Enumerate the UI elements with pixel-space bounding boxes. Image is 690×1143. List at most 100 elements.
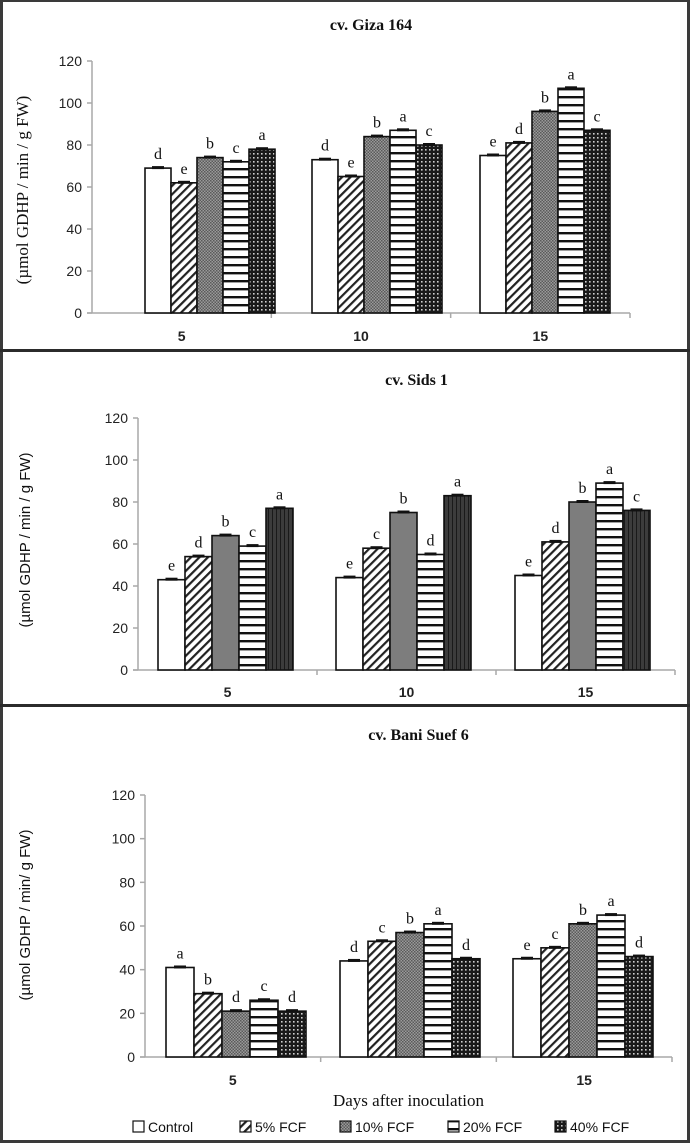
significance-letter: c bbox=[425, 123, 432, 140]
significance-letter: a bbox=[567, 66, 574, 83]
bar bbox=[265, 507, 294, 671]
bar bbox=[395, 931, 425, 1058]
bar bbox=[249, 999, 279, 1058]
significance-letter: b bbox=[400, 491, 408, 508]
error-bar bbox=[397, 510, 410, 514]
legend-label: 10% FCF bbox=[355, 1119, 414, 1135]
significance-letter: e bbox=[525, 554, 532, 571]
panel-separator bbox=[0, 704, 690, 707]
error-bar bbox=[370, 546, 383, 550]
bar bbox=[596, 914, 626, 1058]
bar bbox=[451, 957, 481, 1058]
bar bbox=[416, 553, 445, 671]
legend: Control 5% FCF 10% FCF 20% FCF 40% FCF bbox=[132, 1119, 629, 1135]
bar bbox=[222, 161, 250, 314]
error-bar bbox=[174, 965, 186, 969]
chart-title: cv. Giza 164 bbox=[330, 17, 412, 34]
error-bar bbox=[633, 954, 645, 958]
y-axis-label: (µmol GDHP / min / g FW) bbox=[17, 452, 34, 627]
error-bar bbox=[451, 493, 464, 497]
chart-panel: cv. Bani Suef 6 (µmol GDHP / min/ g FW) 0 2… bbox=[17, 727, 673, 1110]
bar bbox=[389, 511, 418, 671]
bar bbox=[595, 482, 624, 671]
significance-letter: a bbox=[399, 108, 406, 125]
significance-letter: a bbox=[454, 474, 461, 491]
bar bbox=[505, 142, 533, 314]
error-bar bbox=[219, 533, 232, 537]
significance-letter: a bbox=[258, 127, 265, 144]
significance-letter: d bbox=[321, 138, 329, 155]
error-bar bbox=[371, 134, 383, 138]
significance-letter: b bbox=[373, 115, 381, 132]
x-tick-label: 5 bbox=[224, 684, 232, 700]
legend-item: 40% FCF bbox=[554, 1119, 629, 1135]
y-tick-label: 100 bbox=[112, 831, 136, 847]
y-tick-label: 60 bbox=[66, 179, 82, 195]
bar bbox=[389, 129, 417, 314]
error-bar bbox=[424, 552, 437, 556]
significance-letter: c bbox=[551, 926, 558, 943]
y-tick-label: 40 bbox=[66, 221, 82, 237]
y-axis-label: (µmol GDHP / min / g FW) bbox=[13, 96, 32, 285]
error-bar bbox=[605, 913, 617, 917]
significance-letter: d bbox=[635, 935, 643, 952]
bar bbox=[144, 167, 172, 314]
legend-swatch bbox=[132, 1120, 145, 1133]
error-bar bbox=[286, 1009, 298, 1013]
error-bar bbox=[576, 500, 589, 503]
significance-letter: c bbox=[593, 108, 600, 125]
bar bbox=[540, 947, 570, 1058]
error-bar bbox=[630, 508, 643, 512]
significance-letter: e bbox=[489, 134, 496, 151]
y-axis-label: (µmol GDHP / min/ g FW) bbox=[17, 830, 34, 1001]
x-tick-label: 15 bbox=[576, 1072, 592, 1088]
bar bbox=[479, 154, 507, 314]
significance-letter: c bbox=[378, 919, 385, 936]
bar bbox=[170, 182, 198, 314]
error-bar bbox=[152, 166, 164, 170]
y-tick-label: 80 bbox=[112, 494, 128, 510]
significance-letter: e bbox=[180, 161, 187, 178]
y-tick-label: 0 bbox=[127, 1049, 135, 1065]
bar bbox=[193, 992, 223, 1058]
significance-letter: d bbox=[427, 533, 435, 550]
significance-letter: b bbox=[222, 514, 230, 531]
significance-letter: e bbox=[347, 155, 354, 172]
error-bar bbox=[343, 575, 356, 579]
error-bar bbox=[230, 159, 242, 163]
bar bbox=[514, 574, 543, 671]
significance-letter: b bbox=[204, 972, 212, 989]
bar bbox=[277, 1010, 307, 1058]
bar bbox=[568, 501, 597, 671]
error-bar bbox=[397, 128, 409, 132]
bar bbox=[363, 135, 391, 314]
x-tick-label: 10 bbox=[399, 684, 415, 700]
error-bar bbox=[192, 554, 205, 558]
error-bar bbox=[521, 956, 533, 960]
error-bar bbox=[487, 153, 499, 157]
significance-letter: d bbox=[288, 989, 296, 1006]
significance-letter: b bbox=[579, 902, 587, 919]
x-tick-label: 5 bbox=[178, 328, 186, 344]
error-bar bbox=[178, 180, 190, 184]
error-bar bbox=[348, 958, 360, 962]
significance-letter: c bbox=[232, 140, 239, 157]
significance-letter: c bbox=[373, 526, 380, 543]
chart-title: cv. Sids 1 bbox=[385, 372, 448, 389]
significance-letter: d bbox=[552, 520, 560, 537]
bar bbox=[311, 158, 339, 314]
bar bbox=[211, 534, 240, 671]
y-tick-label: 80 bbox=[119, 874, 135, 890]
chart-panel: cv. Sids 1 (µmol GDHP / min / g FW) 0 20 40 6… bbox=[17, 372, 676, 700]
error-bar bbox=[204, 155, 216, 159]
error-bar bbox=[246, 544, 259, 548]
significance-letter: d bbox=[515, 121, 523, 138]
error-bar bbox=[256, 147, 268, 151]
y-tick-label: 20 bbox=[112, 620, 128, 636]
x-tick-label: 10 bbox=[353, 328, 369, 344]
legend-swatch bbox=[239, 1120, 252, 1133]
significance-letter: a bbox=[607, 893, 614, 910]
error-bar bbox=[376, 939, 388, 943]
y-tick-label: 40 bbox=[119, 962, 135, 978]
significance-letter: d bbox=[462, 937, 470, 954]
